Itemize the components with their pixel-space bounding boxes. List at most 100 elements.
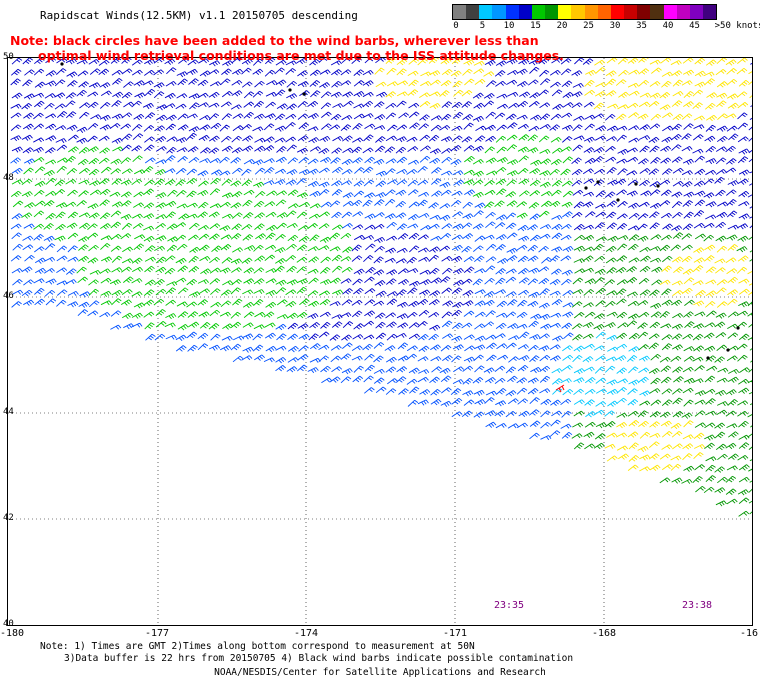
wind-barb (408, 232, 420, 240)
wind-barb (296, 147, 309, 154)
wind-barb (682, 158, 694, 165)
wind-barb (386, 333, 398, 341)
wind-barb (670, 422, 682, 430)
wind-barb (649, 222, 660, 230)
wind-barb (321, 377, 333, 384)
wind-barb (716, 409, 728, 416)
wind-barb (659, 92, 671, 99)
wind-barb (264, 322, 276, 328)
wind-barb (221, 257, 233, 264)
wind-barb (398, 112, 409, 119)
wind-barb (231, 147, 243, 154)
wind-barb (56, 267, 68, 273)
wind-barb (99, 114, 111, 121)
wind-barb (727, 399, 738, 406)
wind-barb (364, 276, 375, 284)
wind-barb (705, 464, 716, 472)
wind-barb (88, 59, 100, 65)
wind-barb (637, 331, 649, 339)
wind-barb (682, 200, 693, 207)
wind-barb (120, 157, 132, 165)
wind-barb (484, 146, 495, 154)
wind-barb (738, 288, 750, 295)
wind-barb (406, 353, 417, 361)
wind-barb (340, 232, 352, 240)
wind-barb (747, 194, 752, 198)
wind-barb (55, 211, 66, 219)
wind-barb (330, 113, 342, 121)
wind-barb (484, 291, 496, 298)
wind-barb (11, 58, 23, 65)
wind-barb (384, 345, 396, 352)
wind-barb (462, 114, 474, 121)
wind-barb (297, 101, 308, 108)
wind-barb (749, 216, 752, 219)
wind-barb (341, 266, 353, 273)
wind-barb (638, 277, 650, 285)
wind-barb (23, 223, 35, 229)
wind-barb (747, 301, 752, 307)
wind-barb (626, 190, 638, 197)
wind-barb (538, 58, 550, 65)
wind-barb (572, 422, 584, 428)
wind-barb (110, 221, 122, 229)
wind-barb (385, 366, 397, 373)
wind-barb (242, 212, 254, 219)
legend-swatch (624, 5, 638, 19)
wind-barb (538, 245, 549, 253)
wind-barb (275, 79, 287, 86)
wind-barb (375, 136, 386, 143)
wind-barb (659, 179, 671, 186)
wind-barb (539, 210, 550, 218)
wind-barb (252, 58, 264, 66)
wind-barb (683, 191, 695, 198)
wind-barb (550, 137, 562, 143)
wind-barb (517, 146, 529, 153)
wind-barb (374, 245, 385, 253)
wind-barb (737, 178, 749, 185)
wind-barb (408, 79, 419, 87)
wind-barb (408, 102, 420, 109)
wind-barb (285, 113, 297, 120)
wind-barb (595, 388, 607, 394)
wind-barb (121, 258, 134, 264)
wind-barb (374, 312, 386, 319)
wind-barb (573, 245, 585, 252)
wind-barb (397, 268, 409, 275)
wind-barb (484, 201, 495, 209)
wind-barb (406, 345, 418, 352)
wind-barb (671, 431, 683, 438)
wind-barb (715, 332, 727, 339)
footer-notes: Note: 1) Times are GMT 2)Times along bot… (40, 641, 573, 665)
wind-barb (571, 70, 583, 77)
wind-barb (133, 169, 146, 175)
wind-barb (616, 422, 628, 429)
wind-barb (252, 68, 264, 76)
wind-barb (606, 379, 618, 386)
wind-barb (506, 79, 518, 85)
wind-barb (485, 135, 497, 143)
wind-barb (420, 225, 432, 231)
wind-barb (54, 79, 66, 87)
wind-barb (342, 135, 353, 142)
wind-barb (672, 113, 684, 121)
wind-barb (111, 100, 122, 108)
wind-barb (616, 367, 628, 374)
wind-barb (67, 290, 79, 296)
wind-barb (506, 299, 518, 306)
wind-barb (705, 201, 717, 208)
wind-barb (186, 301, 198, 308)
wind-barb (694, 180, 705, 187)
wind-barb (341, 368, 353, 375)
wind-barb (231, 223, 242, 230)
wind-barb (507, 375, 518, 383)
wind-barb (296, 266, 307, 274)
wind-barb (21, 134, 33, 141)
wind-barb (176, 190, 187, 197)
wind-barb (738, 79, 750, 87)
wind-barb (683, 277, 695, 285)
wind-barb (133, 202, 145, 208)
wind-barb (208, 344, 221, 351)
wind-barb (615, 355, 627, 362)
wind-barb (34, 190, 45, 197)
